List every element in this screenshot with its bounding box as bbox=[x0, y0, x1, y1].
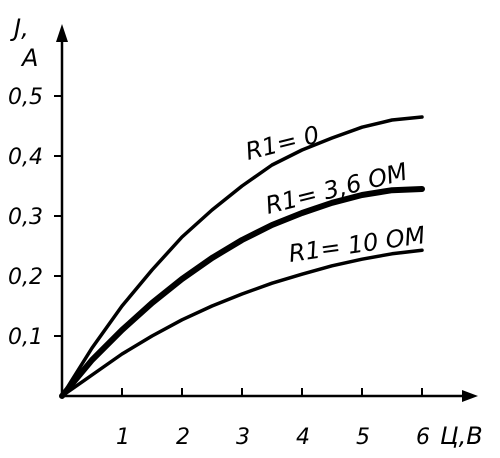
series-lines bbox=[59, 115, 425, 399]
y-tick-label: 0,2 bbox=[8, 265, 43, 290]
y-tick-label: 0,5 bbox=[8, 85, 43, 110]
y-tick-label: 0,1 bbox=[8, 325, 43, 350]
y-axis-label-line2: А bbox=[20, 44, 38, 72]
y-tick-label: 0,4 bbox=[8, 145, 43, 170]
x-axis-arrow-icon bbox=[462, 390, 478, 402]
x-tick-label: 1 bbox=[116, 425, 130, 450]
y-axis-label-line1: J, bbox=[10, 14, 29, 42]
series-line-1 bbox=[59, 186, 425, 399]
y-ticks: 0,1 0,2 0,3 0,4 0,5 bbox=[8, 85, 62, 350]
x-axis-label: Ц,В bbox=[440, 422, 483, 450]
x-ticks: 1 2 3 4 5 6 bbox=[116, 388, 430, 450]
x-tick-label: 5 bbox=[356, 425, 370, 450]
series-line-0 bbox=[60, 115, 424, 398]
x-tick-label: 2 bbox=[176, 425, 190, 450]
y-axis-arrow-icon bbox=[56, 24, 68, 42]
y-tick-label: 0,3 bbox=[8, 205, 43, 230]
x-tick-label: 4 bbox=[296, 425, 310, 450]
series-line-2 bbox=[60, 248, 424, 398]
x-tick-label: 6 bbox=[416, 425, 430, 450]
x-tick-label: 3 bbox=[236, 425, 250, 450]
series-label-r3-6: R1= 3,6 ОМ bbox=[263, 157, 411, 219]
